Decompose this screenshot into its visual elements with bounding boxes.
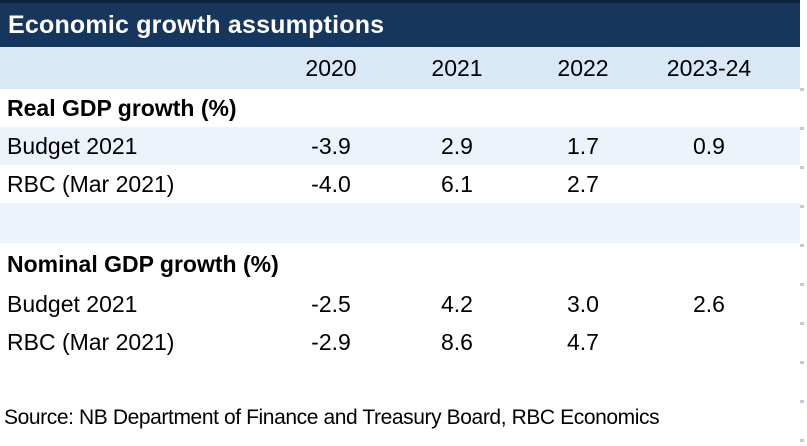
value-cell-2020: -3.9 bbox=[311, 132, 351, 159]
row-label: Budget 2021 bbox=[7, 132, 138, 159]
value-cell-2020: -2.9 bbox=[311, 328, 351, 355]
spacer-row bbox=[0, 203, 800, 243]
column-header-2023-24: 2023-24 bbox=[666, 54, 752, 81]
value-cell-2021: 2.9 bbox=[441, 132, 473, 159]
data-row-nominal-budget-2021: Budget 2021 -2.5 4.2 3.0 2.6 bbox=[0, 285, 800, 323]
section-header-label: Nominal GDP growth (%) bbox=[7, 250, 279, 277]
data-row-real-budget-2021: Budget 2021 -3.9 2.9 1.7 0.9 bbox=[0, 127, 800, 165]
source-note: Source: NB Department of Finance and Tre… bbox=[4, 406, 660, 429]
value-cell-2021: 8.6 bbox=[441, 328, 473, 355]
data-row-nominal-rbc-mar-2021: RBC (Mar 2021) -2.9 8.6 4.7 bbox=[0, 323, 800, 361]
row-label: RBC (Mar 2021) bbox=[7, 328, 175, 355]
row-label: RBC (Mar 2021) bbox=[7, 170, 175, 197]
row-label: Budget 2021 bbox=[7, 290, 138, 317]
economic-growth-table: Economic growth assumptions 2020 2021 20… bbox=[0, 0, 800, 429]
section-header-row-nominal-gdp: Nominal GDP growth (%) bbox=[0, 243, 800, 285]
value-cell-2021: 4.2 bbox=[441, 290, 473, 317]
value-cell-2020: -2.5 bbox=[311, 290, 351, 317]
value-cell-2022: 1.7 bbox=[567, 132, 599, 159]
dashed-gridline-artifact bbox=[800, 88, 804, 444]
value-cell-2023-24: 2.6 bbox=[693, 290, 725, 317]
value-cell-2022: 4.7 bbox=[567, 328, 599, 355]
value-cell-2022: 2.7 bbox=[567, 170, 599, 197]
column-header-row: 2020 2021 2022 2023-24 bbox=[0, 47, 800, 89]
value-cell-2022: 3.0 bbox=[567, 290, 599, 317]
column-header-2020: 2020 bbox=[305, 54, 357, 81]
table-title: Economic growth assumptions bbox=[8, 10, 385, 39]
data-row-real-rbc-mar-2021: RBC (Mar 2021) -4.0 6.1 2.7 bbox=[0, 165, 800, 203]
column-header-2021: 2021 bbox=[431, 54, 483, 81]
column-header-2022: 2022 bbox=[557, 54, 609, 81]
section-header-row-real-gdp: Real GDP growth (%) bbox=[0, 89, 800, 127]
value-cell-2020: -4.0 bbox=[311, 170, 351, 197]
value-cell-2023-24: 0.9 bbox=[693, 132, 725, 159]
value-cell-2021: 6.1 bbox=[441, 170, 473, 197]
section-header-label: Real GDP growth (%) bbox=[7, 94, 237, 121]
table-title-bar: Economic growth assumptions bbox=[0, 0, 800, 47]
